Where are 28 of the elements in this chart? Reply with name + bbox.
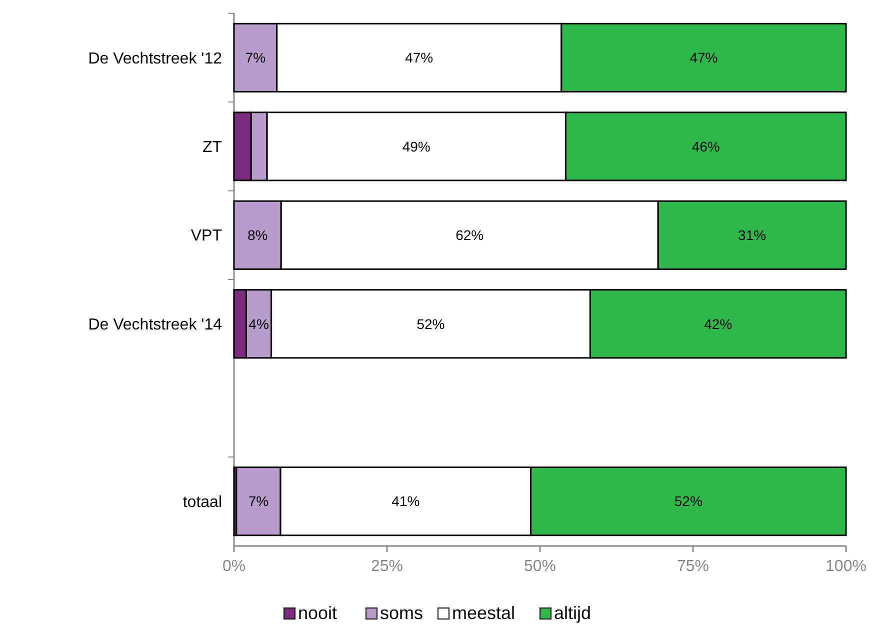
x-tick-label: 50% (524, 558, 556, 575)
legend-label: nooit (298, 603, 338, 623)
data-label: 42% (704, 316, 732, 332)
x-tick-label: 75% (676, 558, 710, 575)
legend-label: soms (380, 603, 424, 623)
y-tick-label: totaal (182, 494, 222, 511)
x-tick-label: 100% (826, 558, 866, 575)
data-label: 4% (248, 316, 269, 332)
legend-label: altijd (554, 603, 592, 623)
y-tick-label: De Vechtstreek '14 (88, 316, 222, 334)
y-tick-label: De Vechtstreek '12 (88, 50, 222, 68)
y-tick-label: ZT (202, 139, 222, 156)
data-label: 7% (248, 493, 269, 510)
data-label: 41% (392, 493, 420, 510)
data-label: 7% (245, 50, 266, 66)
x-tick-label: 0% (222, 558, 246, 575)
data-label: 49% (402, 138, 430, 154)
y-tick-label: VPT (190, 228, 222, 245)
data-label: 52% (416, 316, 445, 332)
x-tick-label: 25% (370, 558, 404, 575)
data-label: 52% (674, 493, 702, 510)
data-label: 8% (247, 227, 268, 244)
data-label: 47% (690, 50, 718, 66)
legend-label: meestal (452, 603, 516, 623)
data-label: 62% (456, 227, 484, 244)
data-label: 31% (738, 227, 766, 244)
data-label: 47% (405, 50, 434, 66)
data-label: 46% (692, 138, 720, 154)
